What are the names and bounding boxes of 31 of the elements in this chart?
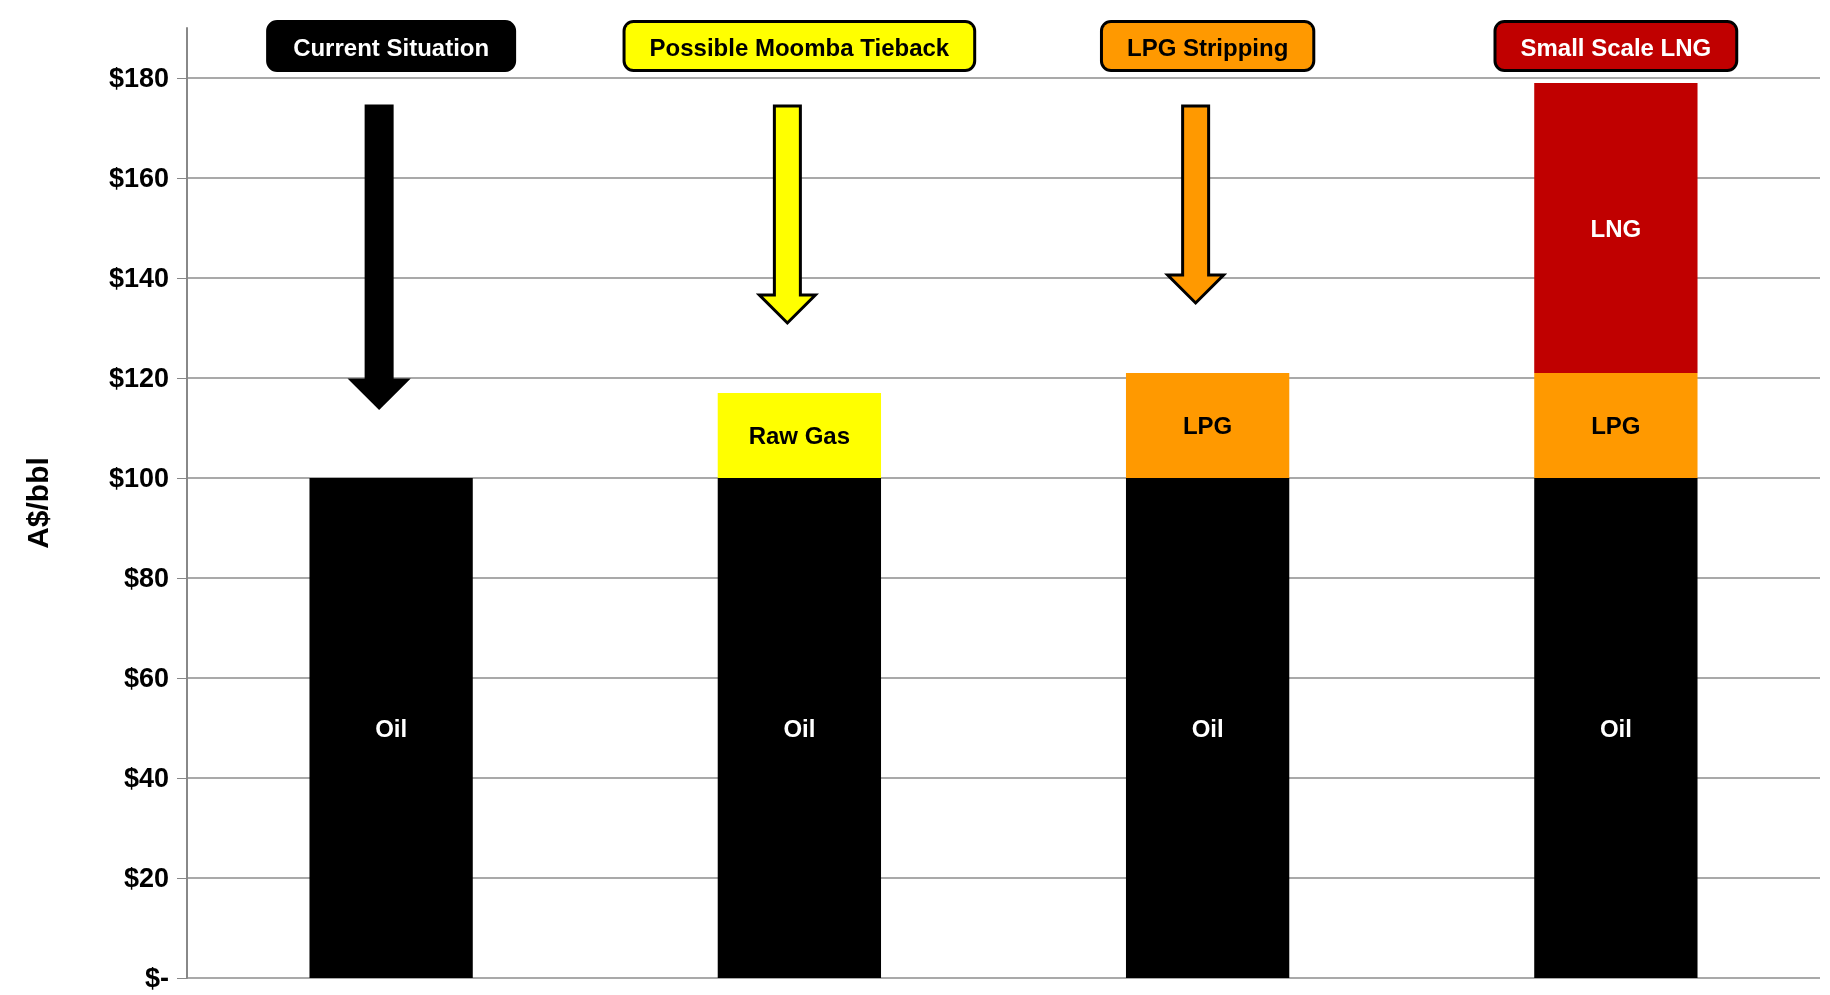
series-label: LNG (1590, 214, 1642, 242)
bar (1534, 83, 1698, 373)
bar (1125, 478, 1290, 978)
series-label: Oil (1191, 714, 1224, 742)
bar (717, 393, 882, 478)
x-tick-label: Current Situation (293, 33, 490, 61)
series-label: LPG (1182, 412, 1233, 439)
y-tick-label: $20 (123, 863, 169, 893)
bar (1534, 478, 1698, 978)
bar (717, 478, 882, 978)
x-tick-label: Small Scale LNG (1520, 33, 1712, 61)
text: Oil (1599, 714, 1632, 742)
bar (1534, 373, 1698, 478)
text: LPG (1591, 412, 1641, 439)
series-label: Raw Gas (748, 422, 851, 449)
x-tick-label: LPG Stripping (1126, 33, 1289, 61)
bar (1125, 373, 1290, 478)
x-tick-label: Possible Moomba Tieback (649, 33, 950, 61)
y-axis-title: A$/bbl (20, 457, 54, 549)
text: Oil (375, 714, 408, 742)
y-tick-label: $100 (108, 463, 169, 493)
y-tick-label: $180 (108, 63, 169, 93)
text: Oil (783, 714, 816, 742)
y-tick-label: $- (144, 963, 169, 993)
y-tick-label: $160 (108, 163, 169, 193)
y-tick-label: $120 (108, 363, 169, 393)
y-tick-label: $60 (123, 663, 169, 693)
y-tick-label: $40 (123, 763, 169, 793)
bar (309, 478, 473, 978)
y-tick-label: $80 (123, 563, 169, 593)
y-tick-label: $140 (108, 263, 169, 293)
